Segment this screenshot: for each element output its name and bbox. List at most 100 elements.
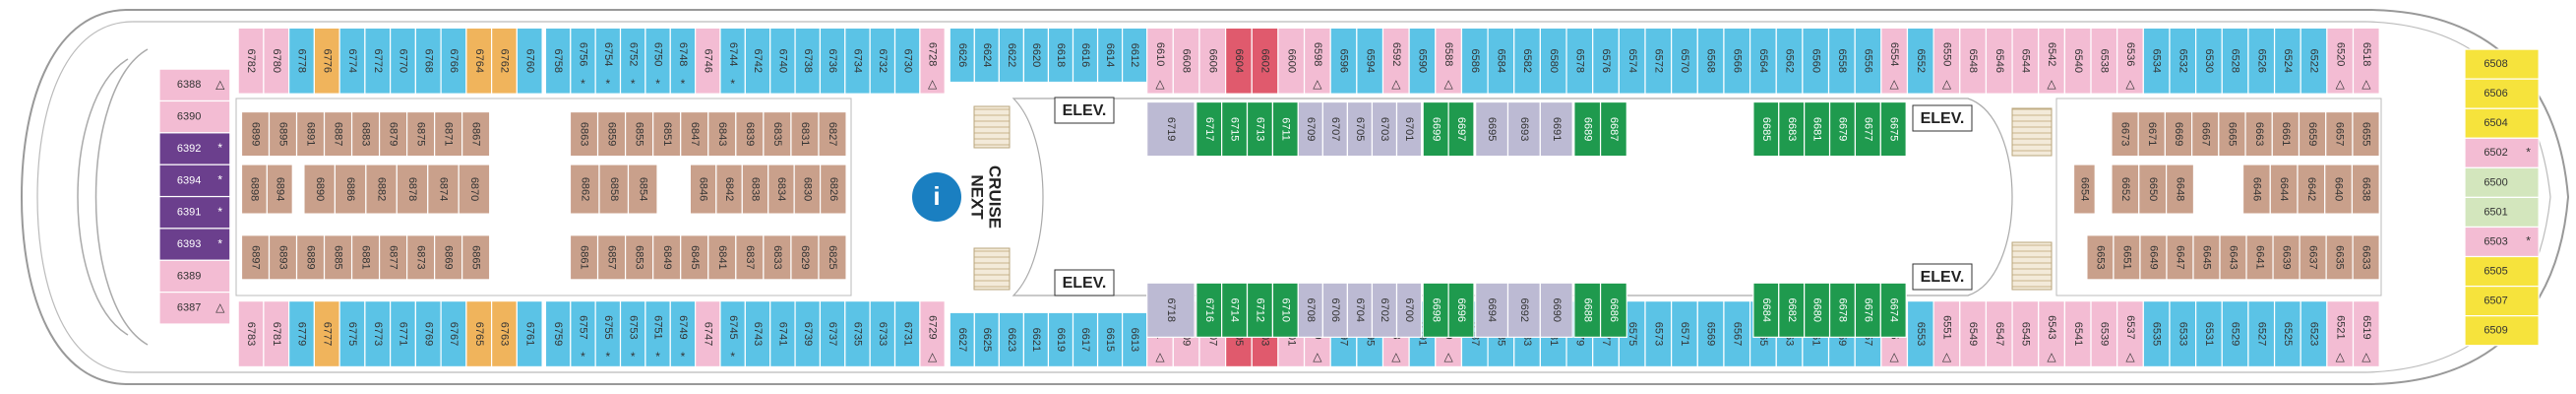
cabin-number: 6891 — [305, 122, 317, 146]
cabin — [1644, 300, 1673, 368]
cabin-number: 6590 — [1417, 49, 1429, 73]
elevator-label: ELEV. — [1921, 269, 1965, 286]
cabin — [440, 27, 467, 95]
cabin — [1775, 27, 1804, 95]
cabin — [652, 110, 682, 158]
cabin — [625, 110, 654, 158]
cabin-number: 6531 — [2203, 322, 2215, 346]
cabin — [719, 300, 746, 368]
cabin — [1752, 100, 1780, 158]
cabin — [741, 164, 769, 215]
cabin-number: 6507 — [2484, 296, 2507, 307]
cabin-number: 6578 — [1573, 49, 1585, 73]
cabin — [1346, 100, 1374, 158]
cabin — [158, 195, 231, 230]
cabin — [465, 300, 493, 368]
cabin-number: 6687 — [1608, 117, 1620, 141]
cabin-number: 6700 — [1403, 298, 1415, 322]
cabin-symbol: △ — [1942, 77, 1952, 91]
cabin-number: 6767 — [448, 322, 460, 346]
cabin — [2011, 27, 2040, 95]
cabin — [158, 132, 231, 165]
cabin-number: 6854 — [637, 177, 648, 201]
cabin-number: 6572 — [1652, 49, 1664, 73]
cabin-number: 6841 — [716, 245, 728, 269]
cabin-number: 6619 — [1055, 328, 1067, 352]
cabin-number: 6862 — [579, 177, 590, 201]
cabin — [2352, 234, 2380, 281]
cabin-number: 6849 — [661, 245, 673, 269]
cabin-number: 6869 — [443, 245, 455, 269]
cabin-number: 6894 — [274, 177, 285, 201]
cabin — [695, 300, 721, 368]
cabin — [2111, 164, 2140, 215]
cabin-number: 6885 — [333, 245, 344, 269]
cabin-number: 6568 — [1705, 49, 1717, 73]
cabin-number: 6500 — [2484, 176, 2507, 188]
cabin — [240, 234, 271, 281]
cabin-number: 6391 — [177, 207, 201, 219]
cabin — [1985, 300, 2013, 368]
cabin — [1802, 27, 1830, 95]
cabin-number: 6827 — [827, 122, 838, 146]
cabin-number: 6839 — [744, 122, 756, 146]
cabin — [2142, 300, 2171, 368]
cabin-number: 6777 — [321, 322, 333, 346]
cabin-number: 6740 — [776, 49, 788, 73]
cabin-number: 6523 — [2308, 322, 2320, 346]
cabin-number: 6765 — [473, 322, 485, 346]
cabin-number: 6575 — [1626, 322, 1638, 346]
cabin-number: 6705 — [1354, 117, 1366, 141]
cabin-number: 6739 — [802, 322, 814, 346]
cabin — [627, 164, 658, 215]
cabin — [1959, 27, 1988, 95]
cabin-number: 6618 — [1055, 43, 1067, 67]
cabin-number: 6657 — [2333, 122, 2345, 146]
cabin-number: 6714 — [1229, 298, 1241, 322]
cabin-number: 6564 — [1757, 49, 1769, 73]
cabin — [434, 110, 463, 158]
cabin-symbol: △ — [928, 350, 938, 363]
cabin — [158, 164, 231, 198]
elevator-label: ELEV. — [1921, 110, 1965, 127]
cabin — [1072, 311, 1099, 368]
cabin-number: 6674 — [1887, 298, 1899, 322]
cabin-number: 6588 — [1442, 42, 1454, 66]
cabin — [1827, 27, 1856, 95]
cabin — [570, 300, 596, 368]
cabin — [1251, 27, 1279, 95]
cabin-number: 6509 — [2484, 325, 2507, 337]
cabin-number: 6546 — [1993, 49, 2005, 73]
cabin-number: 6508 — [2484, 58, 2507, 70]
cabin-symbol: △ — [2336, 350, 2346, 363]
cabin-number: 6519 — [2361, 315, 2372, 339]
cabin-number: 6635 — [2334, 245, 2346, 269]
cabin-number: 6586 — [1469, 49, 1481, 73]
cabin — [2326, 300, 2355, 368]
cabin — [2241, 164, 2271, 215]
cabin-number: 6780 — [271, 49, 282, 73]
cabin-number: 6537 — [2124, 315, 2136, 339]
cabin-number: 6691 — [1551, 117, 1563, 141]
cabin-number: 6890 — [314, 177, 326, 201]
cabin — [364, 300, 392, 368]
cabin-number: 6518 — [2361, 42, 2372, 66]
cabin-number: 6764 — [473, 49, 485, 73]
cabin-number: 6886 — [344, 177, 356, 201]
cabin — [644, 300, 671, 368]
cabin-number: 6702 — [1379, 298, 1390, 322]
cabin — [2169, 27, 2197, 95]
cabin-number: 6550 — [1941, 42, 1953, 66]
cabin-number: 6506 — [2484, 88, 2507, 99]
cabin-symbol: * — [2526, 234, 2531, 248]
cabin-number: 6893 — [277, 245, 289, 269]
cabin-number: 6527 — [2255, 322, 2267, 346]
cabin-number: 6387 — [177, 302, 201, 314]
cabin-number: 6673 — [2119, 122, 2131, 146]
cabin-number: 6870 — [468, 177, 480, 201]
cabin-number: 6580 — [1548, 49, 1560, 73]
cabin — [2166, 234, 2194, 281]
cabin — [1447, 100, 1475, 158]
cabin-number: 6610 — [1154, 42, 1166, 66]
